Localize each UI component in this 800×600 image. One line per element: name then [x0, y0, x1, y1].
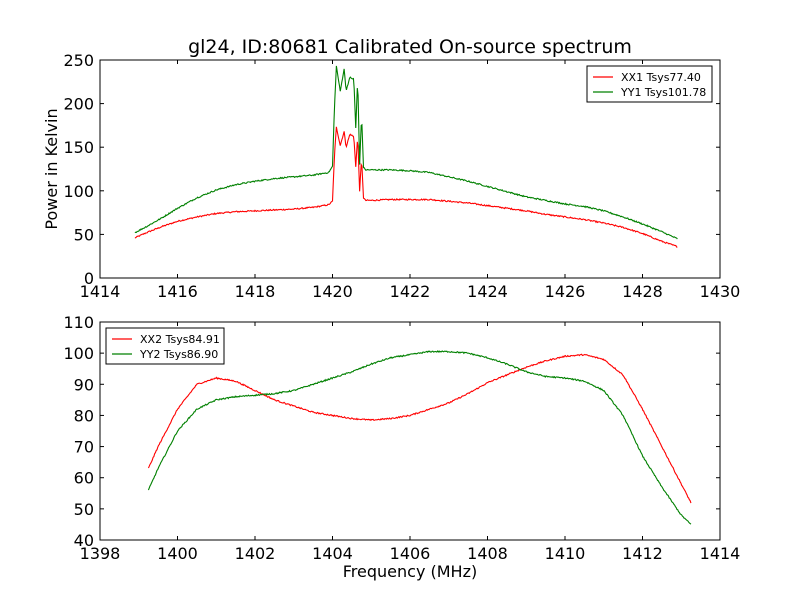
legend-box — [105, 327, 225, 365]
series-line-2-2 — [147, 350, 692, 525]
y-tick-label: 70 — [74, 438, 94, 457]
x-axis-label: Frequency (MHz) — [343, 562, 477, 581]
legend-label: YY2 Tsys86.90 — [139, 348, 218, 361]
x-tick-label: 1414 — [700, 544, 741, 563]
y-axis-label: Power in Kelvin — [42, 108, 61, 229]
x-tick-label: 1402 — [235, 544, 276, 563]
x-tick-label: 1410 — [545, 544, 586, 563]
y-tick-label: 250 — [63, 51, 94, 70]
x-tick-label: 1398 — [80, 544, 121, 563]
legend-label: XX1 Tsys77.40 — [621, 71, 701, 84]
y-tick-label: 50 — [74, 225, 94, 244]
x-tick-label: 1416 — [157, 282, 198, 301]
y-tick-label: 200 — [63, 95, 94, 114]
x-tick-label: 1406 — [390, 544, 431, 563]
y-tick-label: 100 — [63, 344, 94, 363]
x-tick-label: 1414 — [80, 282, 121, 301]
chart-title: gl24, ID:80681 Calibrated On-source spec… — [188, 36, 632, 58]
x-tick-label: 1422 — [390, 282, 431, 301]
y-tick-label: 50 — [74, 500, 94, 519]
x-tick-label: 1418 — [235, 282, 276, 301]
series-line-1-1 — [134, 126, 678, 248]
legend-1: XX1 Tsys77.40 YY1 Tsys101.78 — [586, 65, 713, 103]
y-tick-label: 150 — [63, 138, 94, 157]
y-tick-label: 90 — [74, 375, 94, 394]
x-tick-label: 1424 — [467, 282, 508, 301]
legend-box — [586, 65, 713, 103]
x-tick-label: 1404 — [312, 544, 353, 563]
x-tick-label: 1428 — [622, 282, 663, 301]
legend-label: YY1 Tsys101.78 — [620, 86, 706, 99]
legend-2: XX2 Tsys84.91 YY2 Tsys86.90 — [105, 327, 225, 365]
x-tick-label: 1420 — [312, 282, 353, 301]
y-tick-label: 80 — [74, 406, 94, 425]
y-tick-label: 60 — [74, 469, 94, 488]
x-tick-label: 1426 — [545, 282, 586, 301]
series-line-1-2 — [134, 65, 678, 240]
legend-label: XX2 Tsys84.91 — [140, 333, 220, 346]
y-tick-label: 100 — [63, 182, 94, 201]
series-line-2-1 — [147, 353, 692, 504]
subplot-1: 1414 1416 1418 1420 1422 1424 1426 1428 1430 0 50 1… — [63, 51, 740, 301]
x-tick-label: 1400 — [157, 544, 198, 563]
y-tick-label: 40 — [74, 531, 94, 550]
x-tick-label: 1412 — [622, 544, 663, 563]
x-tick-label: 1430 — [700, 282, 741, 301]
subplots: 1414 1416 1418 1420 1422 1424 1426 1428 14300501… — [63, 51, 740, 563]
subplot-2: 1398 1400 1402 1404 1406 1408 1410 1412 1414 40 50… — [63, 313, 740, 563]
y-tick-label: 0 — [84, 269, 94, 288]
y-tick-label: 110 — [63, 313, 94, 332]
x-tick-label: 1408 — [467, 544, 508, 563]
